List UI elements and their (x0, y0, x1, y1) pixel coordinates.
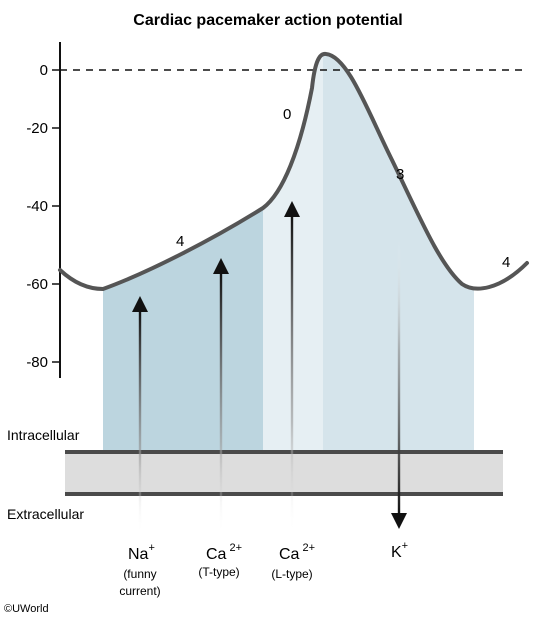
cell-membrane (65, 450, 503, 496)
k-charge: + (402, 540, 408, 552)
ca-t-subtitle: (T-type) (198, 565, 239, 579)
ca-t-symbol: Ca 2+ (206, 542, 242, 563)
na-label: Na+ (funny current) (119, 542, 160, 598)
extracellular-label: Extracellular (7, 506, 84, 522)
diagram-title: Cardiac pacemaker action potential (133, 12, 402, 29)
na-subtitle-2: current) (119, 584, 160, 598)
phase3-label: 3 (396, 166, 404, 183)
ca-t-arrow-head (213, 258, 229, 274)
ca-t-label: Ca 2+ (T-type) (198, 542, 242, 579)
ca-t-charge: 2+ (229, 542, 242, 554)
y-tick-label: -40 (26, 198, 48, 215)
phase0-label: 0 (283, 106, 291, 123)
ca-l-arrow (284, 201, 300, 535)
na-arrow (132, 296, 148, 535)
k-label: K+ (391, 540, 408, 561)
y-tick-label: 0 (40, 62, 48, 79)
na-subtitle-1: (funny (123, 567, 156, 581)
ca-l-subtitle: (L-type) (271, 567, 312, 581)
phase4-left-label: 4 (176, 233, 184, 250)
na-arrow-shaft (138, 310, 142, 535)
current-regions (103, 53, 474, 450)
k-arrow-head (391, 513, 407, 529)
ca-l-symbol: Ca 2+ (279, 542, 315, 563)
na-symbol: Na+ (128, 542, 155, 563)
phase4-right-label: 4 (502, 254, 510, 271)
action-potential-curve (58, 51, 529, 292)
ca-l-arrow-shaft (290, 215, 294, 535)
y-ticks: 0 -20 -40 -60 -80 (26, 62, 60, 371)
ca-l-arrow-head (284, 201, 300, 217)
y-tick-label: -80 (26, 354, 48, 371)
ca-t-arrow (213, 258, 229, 535)
membrane-band (65, 452, 503, 494)
k-arrow (391, 240, 407, 529)
ca-l-label: Ca 2+ (L-type) (271, 542, 315, 581)
y-tick-label: -20 (26, 120, 48, 137)
k-arrow-shaft (397, 240, 401, 516)
copyright-credit: ©UWorld (4, 603, 49, 615)
ca-l-charge: 2+ (302, 542, 315, 554)
na-arrow-head (132, 296, 148, 312)
y-tick-label: -60 (26, 276, 48, 293)
intracellular-label: Intracellular (7, 427, 80, 443)
k-symbol: K+ (391, 540, 408, 561)
na-charge: + (148, 542, 154, 554)
ca-t-arrow-shaft (219, 272, 223, 535)
